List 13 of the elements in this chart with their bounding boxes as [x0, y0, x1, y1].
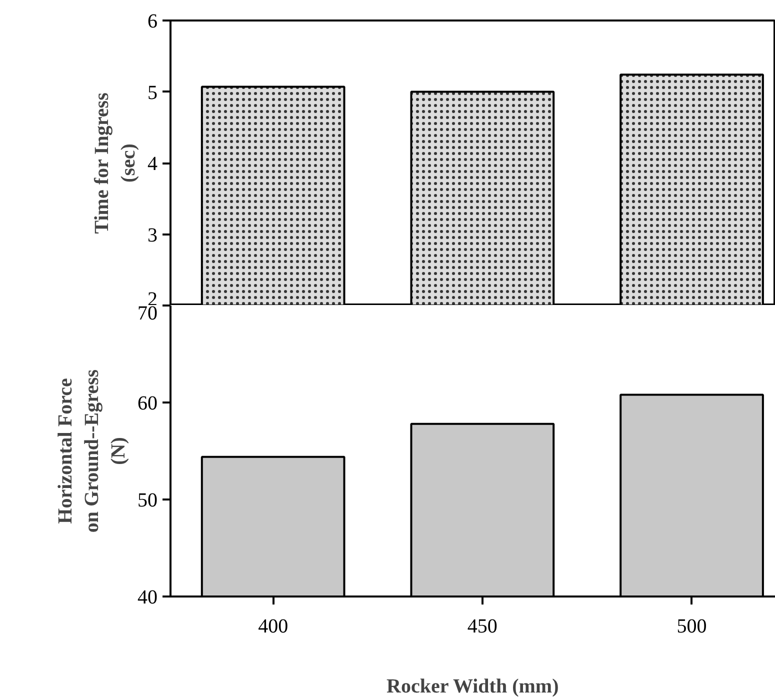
y-axis-title: Horizontal Force on Ground--Egress (N) — [54, 369, 130, 533]
y-tick-label: 3 — [148, 224, 158, 246]
y-tick-label: 6 — [148, 10, 158, 32]
x-tick-label: 450 — [467, 616, 498, 638]
x-tick-label: 400 — [258, 616, 288, 638]
y-tick-label: 5 — [148, 82, 158, 104]
y-tick-label: 60 — [138, 392, 158, 414]
y-tick-label: 50 — [138, 490, 158, 512]
x-axis-title: Rocker Width (mm) — [386, 676, 559, 698]
x-tick-label: 500 — [676, 616, 707, 638]
y-axis-title: Time for Ingress (sec) — [91, 92, 140, 234]
y-tick-label: 40 — [138, 586, 158, 608]
y-tick-label: 4 — [148, 153, 158, 175]
